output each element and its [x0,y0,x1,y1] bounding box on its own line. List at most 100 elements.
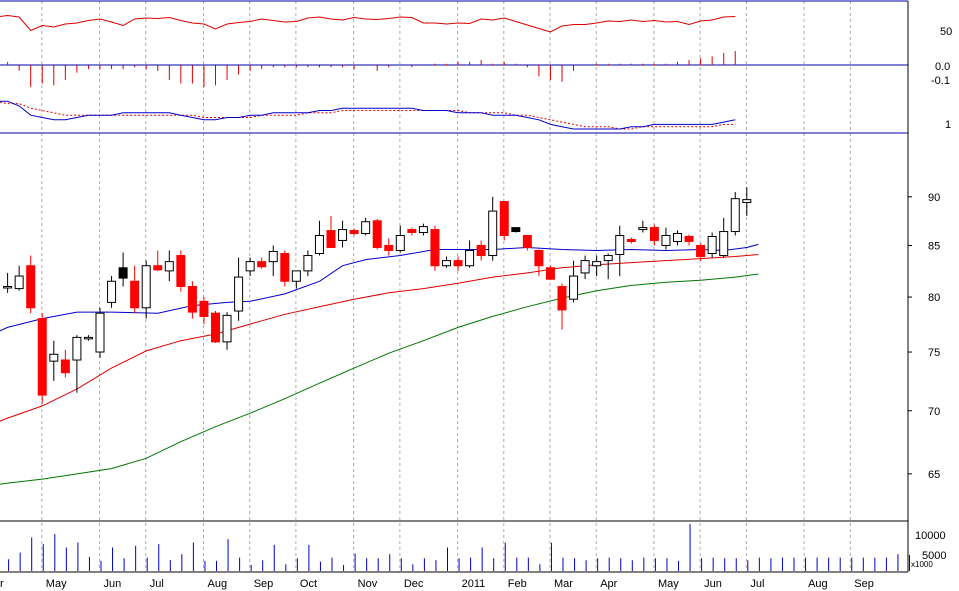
volume-panel [8,524,910,571]
price-tick-label: 65 [928,469,940,481]
month-label: Apr [600,578,617,590]
candle-body [245,261,255,272]
month-label: Oct [300,578,317,590]
candle-body [222,314,232,343]
macd-panel [7,51,736,88]
candle-body [488,210,498,257]
candle-body [534,249,544,267]
rsi-line [0,14,736,33]
month-label: Jun [704,578,722,590]
candle-body [499,201,509,236]
month-label: Sep [854,578,874,590]
candle-body [257,261,267,268]
candle-body [557,285,567,311]
month-label: Aug [208,578,228,590]
candle-body [603,255,613,262]
month-label: Dec [404,578,424,590]
candle-body [164,261,174,272]
panel-borders [0,0,909,573]
osc-tick-label: 1 [945,119,951,131]
ma-mid-line [0,254,759,422]
candle-body [130,280,140,309]
month-label: Feb [508,578,527,590]
candle-body [730,198,740,233]
candle-body [37,318,47,396]
candle-body [522,234,532,248]
x-axis-labels: r May Jun Jul Aug Sep Oct Nov Dec 2011 Feb Mar Apr Ma… [0,578,874,590]
candle-body [707,235,717,254]
candle-body [176,255,186,287]
price-tick-label: 80 [928,292,940,304]
candle-body [580,260,590,274]
candle-body [569,275,579,300]
candle-body [60,359,70,374]
month-label: Aug [808,578,828,590]
candle-body [72,336,82,361]
candle-body [326,230,336,248]
candle-body [280,252,290,282]
rsi-panel [0,14,736,33]
volume-tick-label: 5000 [922,550,946,562]
price-panel [0,187,759,485]
candle-body [742,199,752,203]
candle-body [673,233,682,242]
candle-body [338,229,348,241]
volume-unit-label: x1000 [911,560,933,569]
ma-long-line [0,273,759,485]
candle-body [719,231,729,257]
oscillator-panel [0,100,736,130]
candle-body [118,267,128,279]
candle-body [268,250,278,263]
month-label: Mar [554,578,573,590]
candle-body [649,227,659,241]
candle-body [638,227,648,231]
candle-body [199,300,209,317]
candle-body [661,234,671,246]
candle-body [384,244,394,251]
month-label: r [0,578,4,590]
candle-body [187,285,197,313]
candle-body [615,234,625,256]
candle-body [430,229,440,267]
osc-signal-line [0,101,736,130]
candle-body [95,312,105,353]
macd-tick-label: -0.1 [931,75,950,87]
price-tick-label: 75 [928,347,940,359]
candle-body [83,336,93,340]
candle-body [141,265,151,309]
ma-short-line [0,243,759,332]
candle-body [453,260,463,267]
candle-body [14,275,24,290]
candle-body [211,312,220,343]
candle-body [234,276,244,312]
candle-body [476,244,486,257]
candle-body [291,270,301,282]
candle-body [349,230,359,235]
candle-body [418,226,428,234]
candle-body [303,255,313,272]
grid-lines [41,1,851,572]
candle-body [684,235,694,242]
candle-body [3,285,13,289]
month-label: Jun [104,578,122,590]
candle-body [407,229,417,234]
month-label: Sep [254,578,274,590]
month-label: Jul [750,578,764,590]
price-tick-label: 85 [928,240,940,252]
candle-body [545,267,555,280]
osc-main-line [0,100,736,130]
month-label: Jul [150,578,164,590]
candle-body [314,234,324,254]
candle-body [511,227,521,233]
candle-body [361,221,371,235]
month-label: May [46,578,67,590]
candle-body [49,353,59,362]
candle-body [626,238,636,242]
price-tick-label: 90 [928,192,940,204]
candle-body [696,244,706,258]
candle-body [26,265,36,309]
candle-body [107,280,117,303]
candle-body [465,249,475,267]
